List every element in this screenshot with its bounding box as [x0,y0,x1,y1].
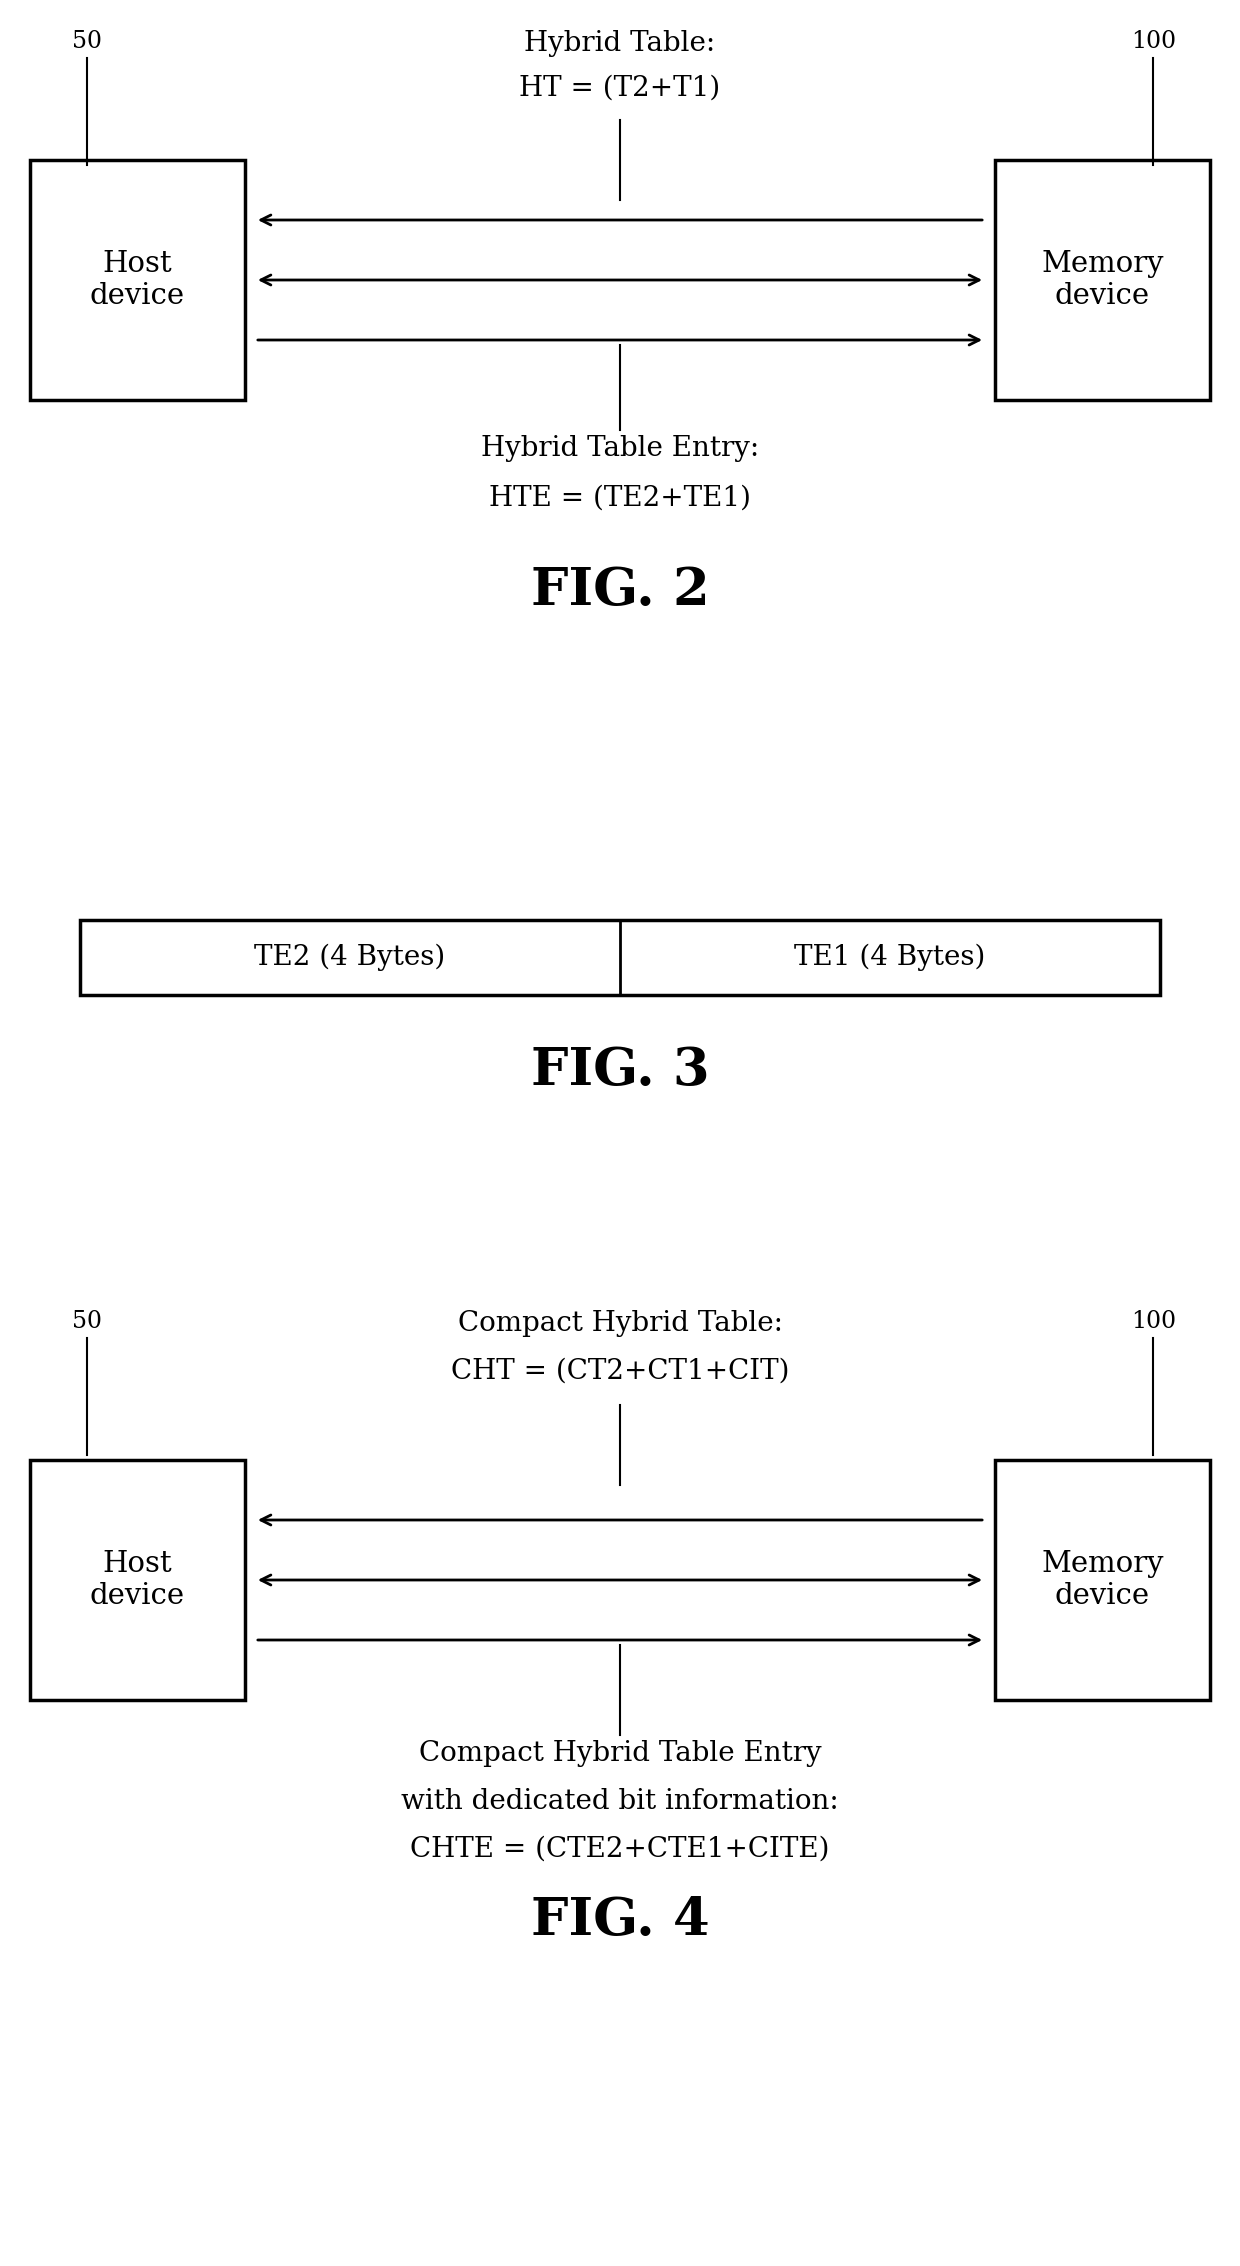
Text: Compact Hybrid Table:: Compact Hybrid Table: [458,1310,782,1337]
Text: FIG. 4: FIG. 4 [531,1894,709,1946]
Text: FIG. 3: FIG. 3 [531,1045,709,1097]
Text: 50: 50 [72,29,102,52]
Text: HTE = (TE2+TE1): HTE = (TE2+TE1) [489,485,751,512]
Text: with dedicated bit information:: with dedicated bit information: [401,1788,839,1815]
Bar [994,161,1210,401]
Text: TE2 (4 Bytes): TE2 (4 Bytes) [254,945,445,972]
Text: Host
device: Host device [91,1550,185,1611]
Text: 50: 50 [72,1310,102,1332]
Text: Hybrid Table Entry:: Hybrid Table Entry: [481,435,759,462]
Bar [994,1459,1210,1700]
Text: HT = (T2+T1): HT = (T2+T1) [520,75,720,102]
Text: Hybrid Table:: Hybrid Table: [525,29,715,57]
Bar [30,1459,246,1700]
Text: CHT = (CT2+CT1+CIT): CHT = (CT2+CT1+CIT) [451,1357,789,1385]
Text: Memory
device: Memory device [1042,1550,1164,1611]
Text: 100: 100 [1131,29,1176,52]
Text: FIG. 2: FIG. 2 [531,564,709,616]
Text: Compact Hybrid Table Entry: Compact Hybrid Table Entry [419,1740,821,1767]
Bar [30,161,246,401]
Bar [81,920,1159,995]
Text: CHTE = (CTE2+CTE1+CITE): CHTE = (CTE2+CTE1+CITE) [410,1835,830,1863]
Text: Host
device: Host device [91,249,185,310]
Text: TE1 (4 Bytes): TE1 (4 Bytes) [795,945,986,972]
Text: Memory
device: Memory device [1042,249,1164,310]
Text: 100: 100 [1131,1310,1176,1332]
